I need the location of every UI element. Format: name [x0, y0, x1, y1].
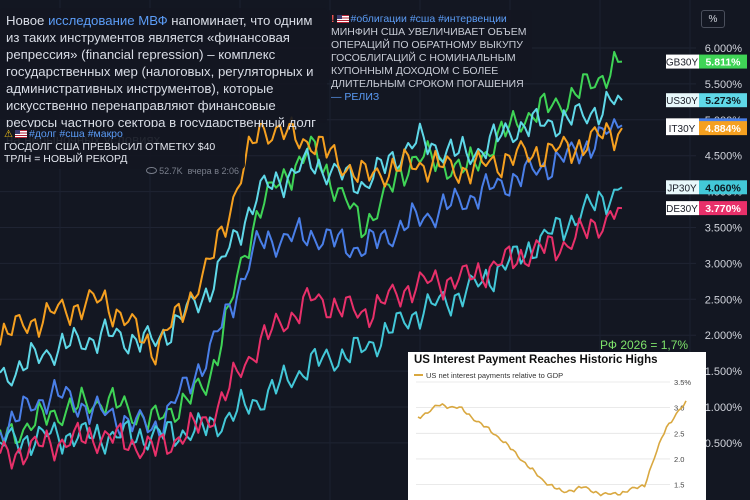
news-headline: МИНФИН США УВЕЛИЧИВАЕТ ОБЪЕМ ОПЕРАЦИЙ ПО…	[331, 26, 527, 90]
imf-quote-box: Новое исследование МВФ напоминает, что о…	[0, 8, 327, 147]
inset-y-tick: 2.5	[674, 429, 684, 438]
inset-y-tick: 2.0	[674, 455, 684, 464]
series-name-text: US30Y	[666, 96, 698, 107]
series-name-tag	[666, 93, 699, 108]
series-line-us30y	[0, 90, 623, 387]
series-name-text: JP30Y	[667, 183, 697, 194]
y-tick-label: 6.000%	[705, 43, 743, 55]
y-tick-label: 1.000%	[705, 402, 743, 414]
treasury-news-box: ! #облигации #сша #интервенции МИНФИН США…	[327, 10, 532, 103]
inset-y-tick: 3.5%	[674, 378, 691, 387]
series-name-tag	[666, 201, 699, 216]
series-value-tag	[699, 121, 747, 136]
series-value-text: 4.060%	[705, 182, 741, 194]
us-flag-icon	[14, 130, 27, 138]
inset-series-line	[417, 400, 687, 497]
us-interest-chart: 3.5% 3.0 2.5 2.0 1.5	[416, 378, 691, 497]
debt-headline: ГОСДОЛГ США ПРЕВЫСИЛ ОТМЕТКУ $40 ТРЛН = …	[4, 141, 216, 165]
inset-y-tick: 3.0	[674, 404, 684, 413]
y-tick-label: 3.500%	[705, 223, 743, 235]
warning-icon: ⚠	[4, 129, 13, 140]
series-value-text: 3.770%	[705, 203, 741, 215]
series-value-text: 5.273%	[705, 95, 741, 107]
series-name-tag	[666, 121, 699, 136]
series-line-it30y	[0, 116, 623, 366]
imf-research-link[interactable]: исследование МВФ	[48, 13, 168, 28]
series-name-text: DE30Y	[666, 204, 698, 215]
y-tick-label: 5.500%	[705, 79, 743, 91]
series-name-tag	[666, 54, 699, 69]
series-line-jp30y	[0, 186, 623, 456]
series-label-de30y: DE30Y 3.770%	[666, 201, 747, 216]
series-label-gb30y: GB30Y 5.811%	[666, 54, 747, 69]
alert-icon: !	[331, 13, 335, 25]
inset-legend: US net interest payments relative to GDP	[414, 371, 563, 380]
series-name-text: GB30Y	[666, 58, 699, 69]
news-tags[interactable]: #облигации #сша #интервенции	[350, 13, 507, 25]
legend-swatch	[414, 374, 423, 376]
debt-news-box: ⚠ #долг #сша #макро ГОСДОЛГ США ПРЕВЫСИЛ …	[0, 127, 245, 176]
inset-title: US Interest Payment Reaches Historic Hig…	[414, 354, 658, 366]
y-tick-label: 1.500%	[705, 366, 743, 378]
debt-tags[interactable]: #долг #сша #макро	[28, 128, 123, 140]
series-label-jp30y: JP30Y 4.060%	[666, 180, 747, 195]
post-time: вчера в 2:06	[187, 166, 239, 176]
us-interest-inset: 3.5% 3.0 2.5 2.0 1.5 US Interest Payment Rea…	[408, 352, 706, 500]
y-tick-label: 3.000%	[705, 258, 743, 270]
series-value-text: 5.811%	[705, 57, 741, 69]
rf-2026-label: РФ 2026 = 1,7%	[600, 338, 689, 352]
series-name-tag	[666, 180, 699, 195]
series-value-tag	[699, 54, 747, 69]
us-flag-icon	[336, 15, 349, 23]
series-line-de30y	[0, 206, 623, 470]
inset-y-tick: 1.5	[674, 481, 684, 490]
y-tick-label: 4.500%	[705, 151, 743, 163]
y-tick-label: 2.500%	[705, 294, 743, 306]
series-value-tag	[699, 180, 747, 195]
y-tick-label: 2.000%	[705, 330, 743, 342]
quote-text-start: Новое	[6, 13, 49, 28]
release-link[interactable]: — РЕЛИЗ	[331, 91, 380, 103]
inset-legend-label: US net interest payments relative to GDP	[426, 371, 564, 380]
quote-text-rest: напоминает, что одним из таких инструмен…	[6, 13, 316, 147]
y-tick-label: 0.500%	[705, 438, 743, 450]
series-value-tag	[699, 201, 747, 216]
percent-scale-button[interactable]: %	[701, 10, 725, 28]
series-label-us30y: US30Y 5.273%	[666, 93, 747, 108]
series-value-text: 4.884%	[705, 123, 741, 135]
views-count: 52.7K	[159, 166, 183, 176]
views-eye-icon	[146, 167, 158, 174]
series-name-text: IT30Y	[669, 124, 696, 135]
series-label-it30y: IT30Y 4.884%	[666, 121, 747, 136]
series-line-fr30y	[0, 118, 623, 443]
series-value-tag	[699, 93, 747, 108]
